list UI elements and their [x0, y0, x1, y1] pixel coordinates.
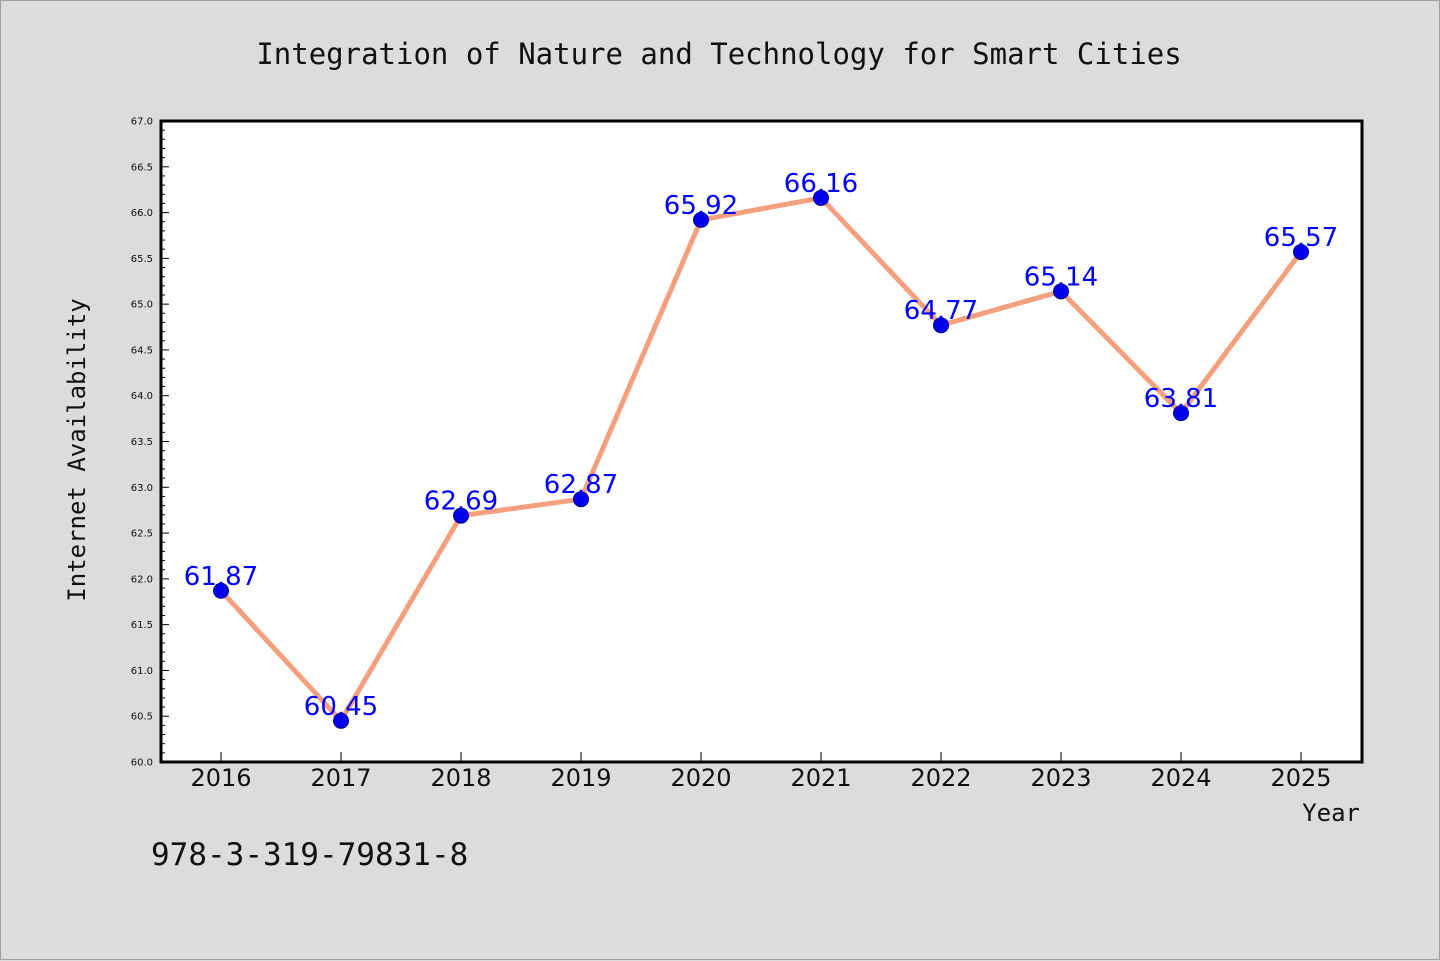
x-tick-label: 2025 — [1270, 764, 1331, 792]
data-point — [333, 712, 349, 729]
y-tick-label: 62.0 — [131, 574, 153, 585]
data-label: 64.77 — [904, 296, 978, 326]
x-tick-label: 2016 — [190, 764, 251, 792]
data-point — [1053, 283, 1069, 300]
chart-title: Integration of Nature and Technology for… — [256, 37, 1181, 71]
series-layer — [213, 189, 1309, 729]
y-axis: 60.0 60.5 61.0 61.5 62.0 62.5 63.0 63.5 64.0 64.5… — [131, 117, 169, 769]
data-label: 65.57 — [1264, 223, 1338, 253]
y-tick-label: 64.5 — [131, 345, 153, 356]
data-label: 65.92 — [664, 191, 738, 221]
x-tick-label: 2024 — [1150, 764, 1211, 792]
x-axis-label: Year — [1302, 799, 1360, 827]
data-label: 66.16 — [784, 169, 858, 199]
data-point — [1173, 405, 1189, 422]
data-label: 60.45 — [304, 692, 378, 722]
y-tick-label: 60.5 — [131, 712, 153, 723]
y-tick-label: 62.5 — [131, 529, 153, 540]
data-point — [693, 211, 709, 228]
y-tick-label: 61.0 — [131, 666, 153, 677]
data-point — [453, 507, 469, 524]
data-point — [1293, 243, 1309, 260]
x-tick-label: 2018 — [430, 764, 491, 792]
y-tick-label: 63.5 — [131, 437, 153, 448]
data-label: 63.81 — [1144, 384, 1218, 414]
y-tick-label: 65.5 — [131, 254, 153, 265]
series-line — [219, 195, 1304, 724]
data-label: 65.14 — [1024, 262, 1098, 292]
y-tick-label: 67.0 — [131, 117, 153, 128]
x-axis: 2016 2017 2018 2019 2020 2021 2022 2023 2024 2025 — [190, 752, 1332, 792]
y-tick-label: 66.5 — [131, 162, 153, 173]
data-label: 61.87 — [184, 562, 258, 592]
x-tick-label: 2021 — [790, 764, 851, 792]
y-axis-label: Internet Availability — [63, 298, 91, 601]
data-label: 62.69 — [424, 487, 498, 517]
x-tick-label: 2020 — [670, 764, 731, 792]
y-tick-label: 63.0 — [131, 483, 153, 494]
footer-code: 978-3-319-79831-8 — [151, 837, 468, 873]
y-tick-label: 60.0 — [131, 758, 153, 769]
x-tick-label: 2019 — [550, 764, 611, 792]
plot-area — [159, 119, 1364, 764]
data-point — [573, 491, 589, 508]
data-label: 62.87 — [544, 470, 618, 500]
data-point — [813, 189, 829, 206]
y-tick-label: 66.0 — [131, 208, 153, 219]
data-labels: 61.87 60.45 62.69 62.87 65.92 66.16 64.77 65.14… — [184, 169, 1338, 722]
y-tick-label: 65.0 — [131, 300, 153, 311]
y-tick-label: 64.0 — [131, 391, 153, 402]
x-tick-label: 2017 — [310, 764, 371, 792]
data-point — [933, 317, 949, 334]
y-tick-label: 61.5 — [131, 620, 153, 631]
x-tick-label: 2023 — [1030, 764, 1091, 792]
x-tick-label: 2022 — [910, 764, 971, 792]
data-point — [213, 582, 229, 599]
